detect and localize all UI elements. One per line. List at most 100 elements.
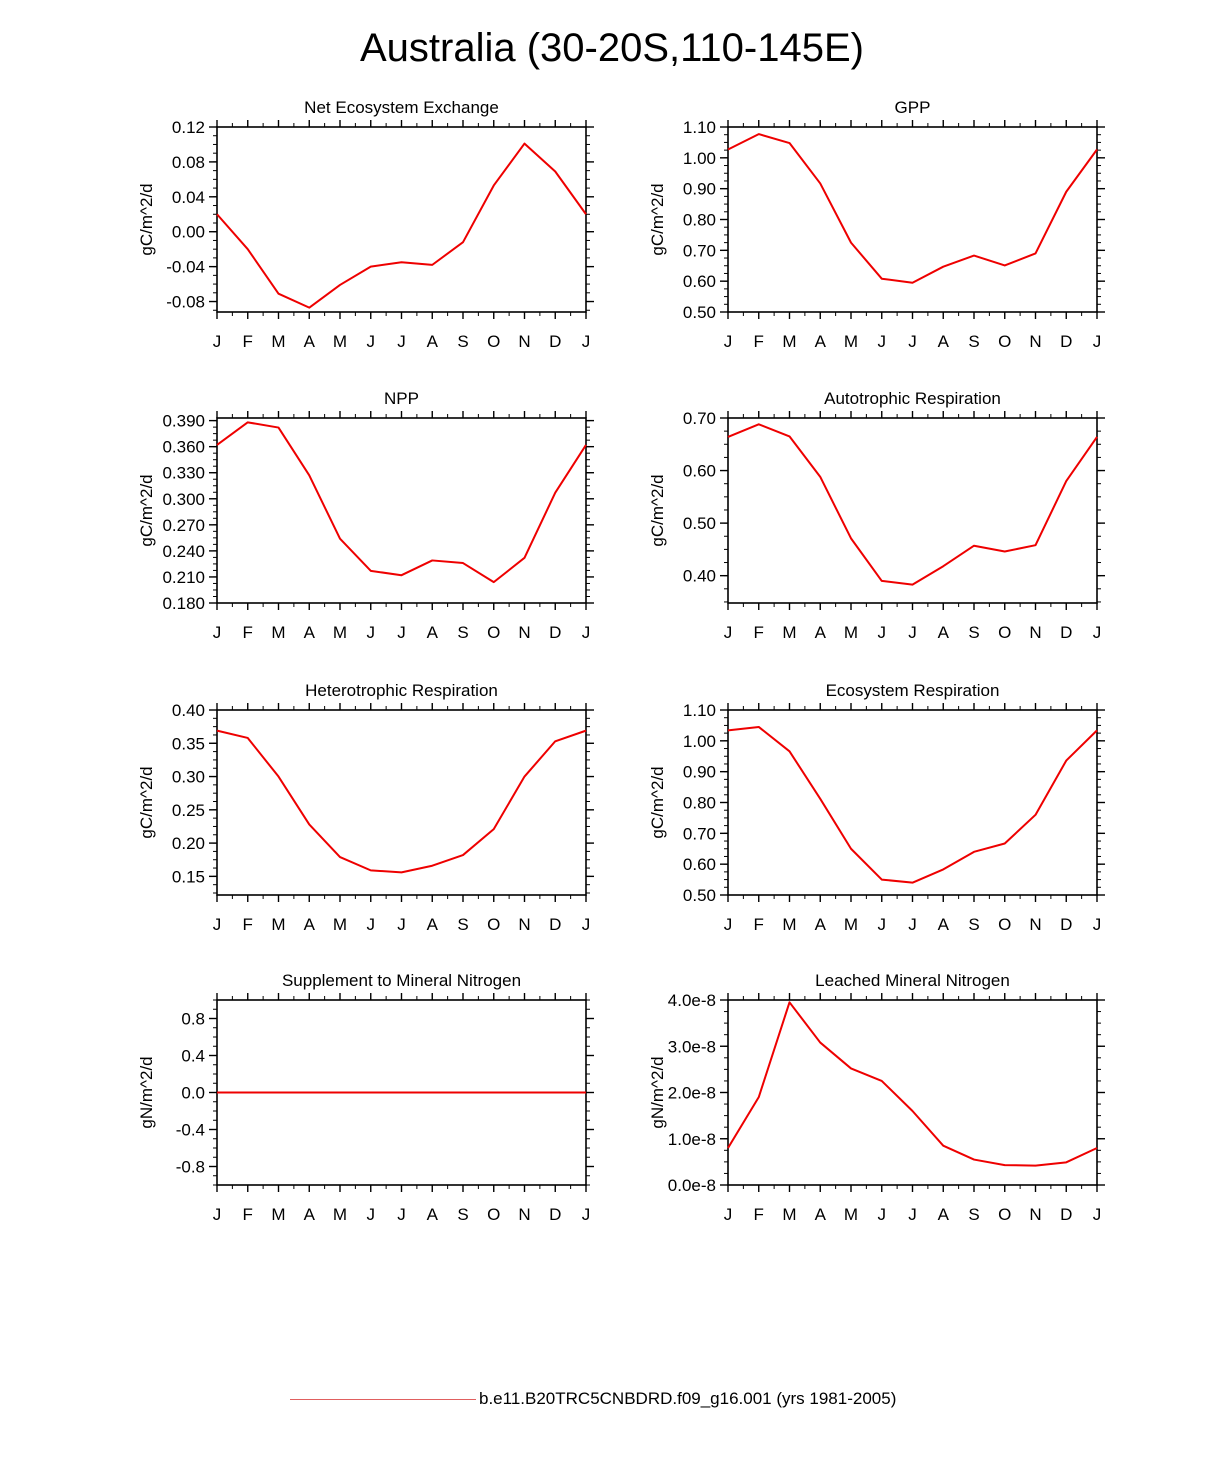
y-tick-label: -0.4	[176, 1121, 205, 1140]
x-tick-label: J	[582, 1205, 591, 1224]
series-line-net-ecosystem-exchange	[216, 142, 587, 309]
x-tick-label: O	[998, 332, 1011, 351]
y-axis-label: gN/m^2/d	[137, 1056, 156, 1128]
x-tick-label: A	[304, 623, 316, 642]
y-tick-label: 0.60	[683, 855, 716, 874]
y-tick-label: 0.270	[162, 516, 205, 535]
x-tick-label: J	[582, 915, 591, 934]
x-tick-label: O	[998, 1205, 1011, 1224]
y-tick-label: 0.330	[162, 464, 205, 483]
y-tick-label: 0.35	[172, 734, 205, 753]
y-tick-label: 0.70	[683, 409, 716, 428]
x-tick-label: M	[844, 332, 858, 351]
x-tick-label: N	[518, 915, 530, 934]
y-tick-label: 0.300	[162, 490, 205, 509]
x-tick-label: S	[968, 332, 979, 351]
y-tick-label: 0.00	[172, 223, 205, 242]
y-tick-label: -0.04	[166, 258, 205, 277]
x-tick-label: M	[271, 332, 285, 351]
plot-frame	[727, 126, 1098, 313]
y-tick-label: 1.10	[683, 118, 716, 137]
x-tick-label: N	[1029, 1205, 1041, 1224]
y-tick-label: -0.08	[166, 293, 205, 312]
x-tick-label: J	[724, 915, 733, 934]
x-tick-label: J	[367, 332, 376, 351]
chart-title: Leached Mineral Nitrogen	[815, 971, 1010, 990]
x-tick-label: N	[518, 1205, 530, 1224]
y-tick-label: 0.180	[162, 594, 205, 613]
series-line-ecosystem-respiration	[727, 725, 1098, 884]
chart-title: Ecosystem Respiration	[826, 681, 1000, 700]
y-tick-label: 0.90	[683, 763, 716, 782]
y-tick-label: 4.0e-8	[668, 991, 716, 1010]
x-tick-label: D	[1060, 623, 1072, 642]
x-tick-label: A	[938, 915, 950, 934]
x-tick-label: S	[457, 623, 468, 642]
x-tick-label: J	[397, 1205, 406, 1224]
series-line-autotrophic-respiration	[727, 423, 1098, 586]
x-tick-label: N	[518, 623, 530, 642]
y-tick-label: 0.4	[181, 1047, 205, 1066]
y-tick-label: 0.390	[162, 412, 205, 431]
x-tick-label: F	[243, 915, 253, 934]
y-tick-label: -0.8	[176, 1158, 205, 1177]
x-tick-label: M	[333, 623, 347, 642]
chart-title: Autotrophic Respiration	[824, 389, 1001, 408]
chart-title: Net Ecosystem Exchange	[304, 98, 499, 117]
y-tick-label: 0.0	[181, 1084, 205, 1103]
plot-frame	[727, 999, 1098, 1186]
x-tick-label: J	[367, 1205, 376, 1224]
y-tick-label: 0.60	[683, 272, 716, 291]
x-tick-label: J	[878, 915, 887, 934]
x-tick-label: J	[878, 1205, 887, 1224]
series-line-leached-mineral-nitrogen	[727, 1001, 1098, 1167]
x-tick-label: D	[1060, 915, 1072, 934]
x-tick-label: A	[938, 332, 950, 351]
x-tick-label: A	[815, 623, 827, 642]
x-tick-label: O	[487, 1205, 500, 1224]
x-tick-label: D	[549, 623, 561, 642]
x-tick-label: M	[782, 332, 796, 351]
y-axis-label: gC/m^2/d	[137, 183, 156, 255]
y-tick-label: 0.15	[172, 867, 205, 886]
x-tick-label: D	[549, 1205, 561, 1224]
x-tick-label: J	[397, 332, 406, 351]
x-tick-label: J	[878, 623, 887, 642]
y-axis-label: gC/m^2/d	[137, 766, 156, 838]
x-tick-label: M	[333, 1205, 347, 1224]
x-tick-label: F	[243, 1205, 253, 1224]
x-tick-label: D	[1060, 1205, 1072, 1224]
x-tick-label: J	[397, 915, 406, 934]
x-tick-label: S	[457, 332, 468, 351]
x-tick-label: S	[457, 1205, 468, 1224]
y-tick-label: 0.04	[172, 188, 205, 207]
x-tick-label: M	[844, 1205, 858, 1224]
x-tick-label: F	[754, 332, 764, 351]
x-tick-label: J	[213, 623, 222, 642]
x-tick-label: J	[367, 915, 376, 934]
y-tick-label: 1.00	[683, 732, 716, 751]
x-tick-label: A	[304, 332, 316, 351]
chart-title: NPP	[384, 389, 419, 408]
y-axis-label: gN/m^2/d	[648, 1056, 667, 1128]
x-tick-label: J	[1093, 1205, 1102, 1224]
y-tick-label: 1.10	[683, 701, 716, 720]
x-tick-label: J	[213, 1205, 222, 1224]
x-tick-label: J	[724, 623, 733, 642]
x-tick-label: A	[427, 623, 439, 642]
y-tick-label: 0.50	[683, 303, 716, 322]
y-tick-label: 0.08	[172, 153, 205, 172]
x-tick-label: J	[724, 1205, 733, 1224]
x-tick-label: S	[968, 915, 979, 934]
x-tick-label: F	[243, 332, 253, 351]
x-tick-label: J	[582, 623, 591, 642]
x-tick-label: J	[908, 623, 917, 642]
x-tick-label: J	[908, 332, 917, 351]
x-tick-label: J	[724, 332, 733, 351]
x-tick-label: S	[457, 915, 468, 934]
y-tick-label: 0.50	[683, 514, 716, 533]
x-tick-label: M	[782, 1205, 796, 1224]
page-title: Australia (30-20S,110-145E)	[360, 26, 864, 70]
